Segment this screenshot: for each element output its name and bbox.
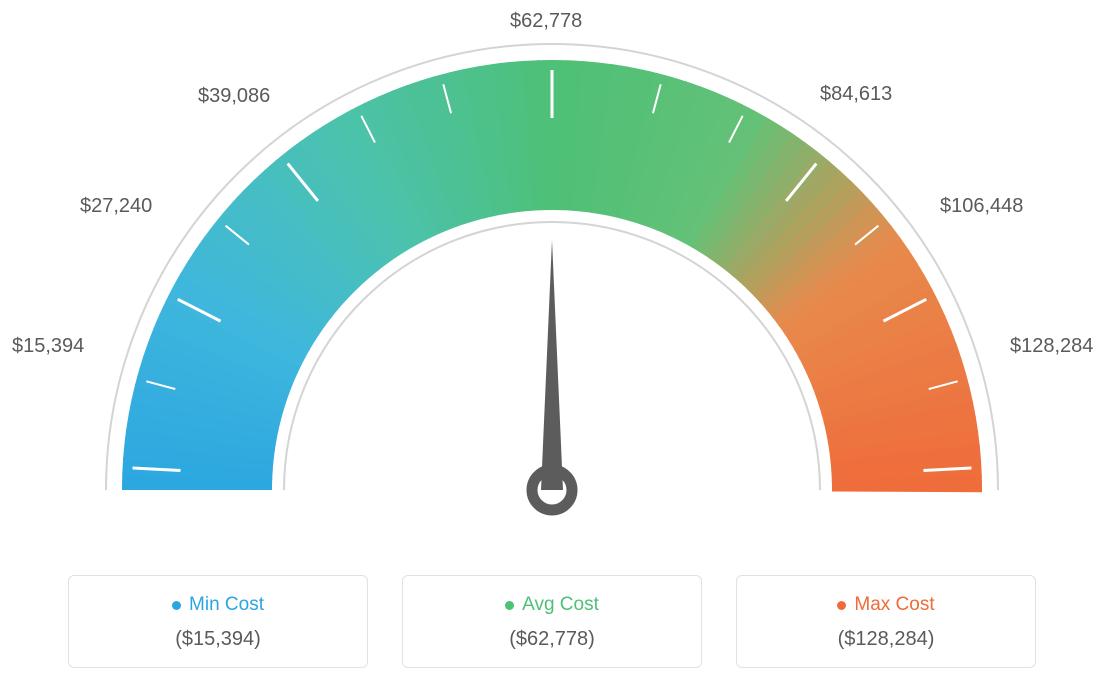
- legend-card-max: Max Cost ($128,284): [736, 575, 1036, 668]
- legend-value-avg: ($62,778): [413, 628, 691, 651]
- legend-value-min: ($15,394): [79, 628, 357, 651]
- gauge-tick-label: $128,284: [1010, 335, 1093, 358]
- legend-label-avg: Avg Cost: [505, 594, 599, 616]
- legend-dot-min: [172, 601, 181, 610]
- legend-label-max: Max Cost: [837, 594, 934, 616]
- legend-label-min: Min Cost: [172, 594, 264, 616]
- legend-label-max-text: Max Cost: [854, 594, 934, 616]
- legend-card-min: Min Cost ($15,394): [68, 575, 368, 668]
- legend-value-max: ($128,284): [747, 628, 1025, 651]
- gauge-svg: [0, 0, 1104, 560]
- gauge-tick-label: $15,394: [12, 335, 84, 358]
- legend-label-avg-text: Avg Cost: [522, 594, 599, 616]
- gauge-tick-label: $62,778: [510, 10, 582, 33]
- cost-gauge-container: $15,394 $27,240 $39,086 $62,778 $84,613 $106,…: [0, 0, 1104, 690]
- gauge-tick-label: $84,613: [820, 83, 892, 106]
- gauge-tick-label: $39,086: [198, 85, 270, 108]
- gauge-area: $15,394 $27,240 $39,086 $62,778 $84,613 $106,…: [0, 0, 1104, 560]
- gauge-tick-label: $27,240: [80, 195, 152, 218]
- gauge-tick-label: $106,448: [940, 195, 1023, 218]
- legend-label-min-text: Min Cost: [189, 594, 264, 616]
- legend-card-avg: Avg Cost ($62,778): [402, 575, 702, 668]
- legend-dot-max: [837, 601, 846, 610]
- legend-row: Min Cost ($15,394) Avg Cost ($62,778) Ma…: [0, 575, 1104, 668]
- legend-dot-avg: [505, 601, 514, 610]
